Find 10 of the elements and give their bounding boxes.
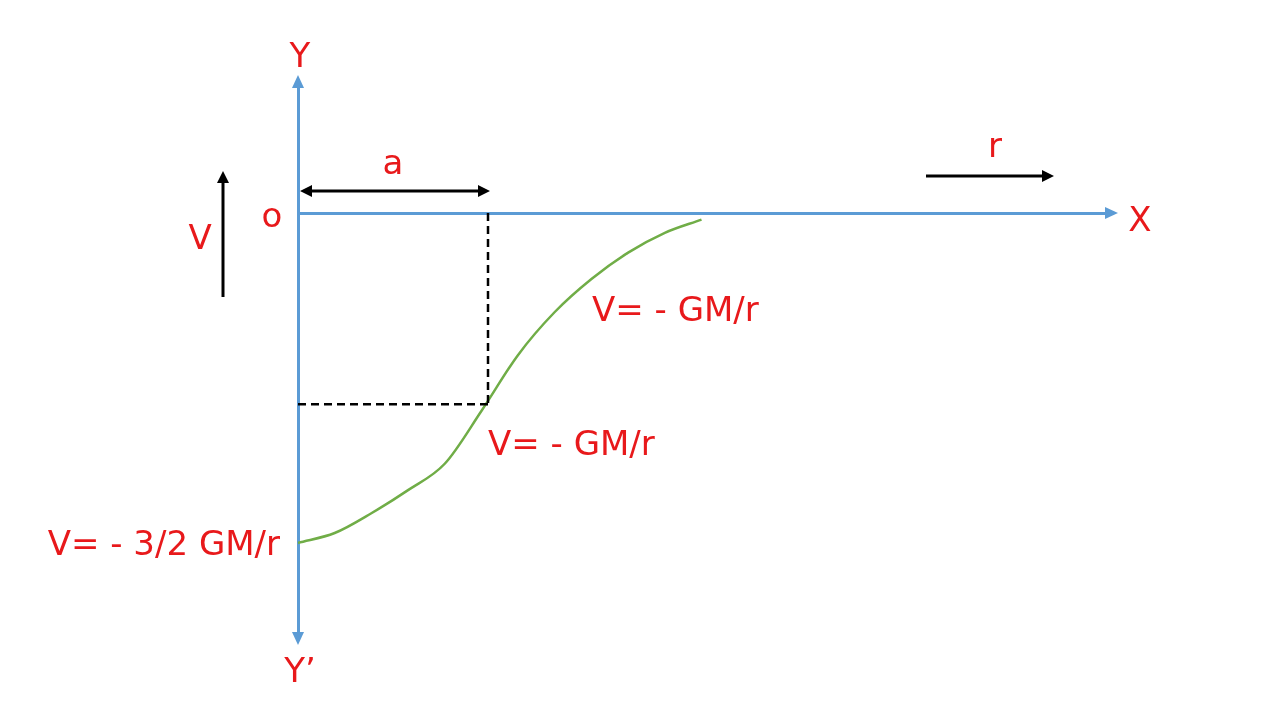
y-axis-title: V <box>188 216 212 257</box>
annotation: V= - GM/r <box>592 288 759 329</box>
text: V= - 3/2 GM/r <box>47 522 281 563</box>
text: X <box>1128 198 1152 239</box>
text: Y <box>288 34 311 75</box>
text: Y’ <box>283 649 316 690</box>
text: o <box>261 194 283 235</box>
text: a <box>382 141 404 182</box>
annotation: V= - GM/r <box>488 422 655 463</box>
text: r <box>988 124 1003 165</box>
